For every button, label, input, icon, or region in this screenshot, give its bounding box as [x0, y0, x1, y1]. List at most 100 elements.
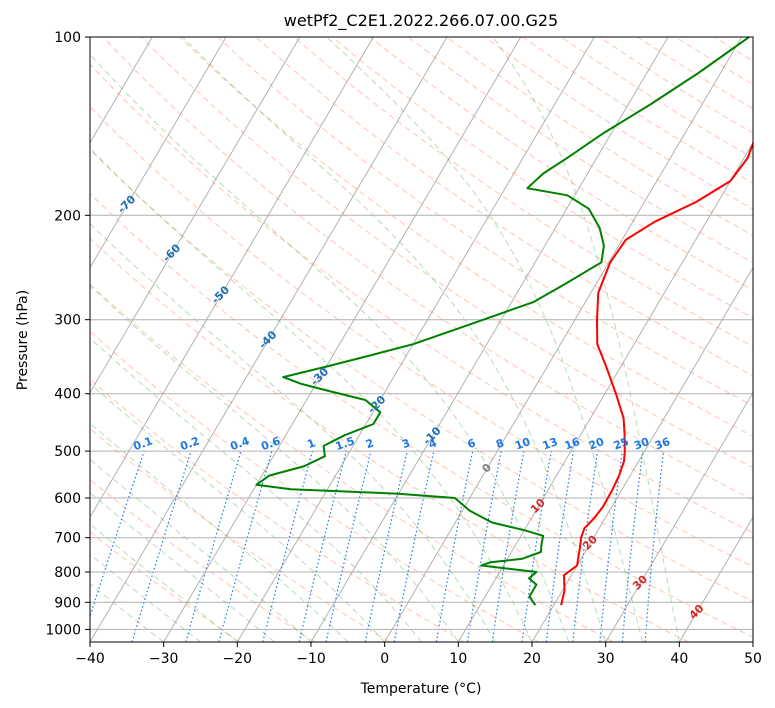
mixing-ratio-line [521, 450, 552, 642]
background-lines [0, 37, 753, 642]
mixing-ratio-label: 20 [587, 435, 606, 453]
isotherm [0, 37, 79, 642]
mixing-ratio-label: 3 [400, 436, 412, 451]
mixing-ratio-label: 36 [653, 435, 672, 453]
x-tick-label: 50 [744, 651, 762, 667]
mixing-ratio-label: 13 [541, 435, 560, 452]
chart-title: wetPf2_C2E1.2022.266.07.00.G25 [284, 11, 558, 31]
x-tick-label: −30 [149, 651, 179, 667]
moist-adiabat [492, 37, 680, 642]
mixing-ratio-line [185, 450, 242, 642]
isotherm [90, 37, 448, 642]
mixing-ratio-label: 1.5 [334, 434, 357, 453]
y-tick-label: 700 [54, 531, 81, 547]
x-axis: −40 −30 −20 −10 0 10 20 30 40 50 [75, 642, 762, 667]
pressure-gridlines [90, 37, 753, 630]
moist-adiabat [90, 422, 349, 642]
dry-adiabat [90, 330, 540, 642]
mixing-ratio-label: 0.6 [259, 434, 282, 453]
dry-adiabat [90, 478, 315, 642]
x-tick-label: −10 [296, 651, 326, 667]
isotherm [163, 37, 522, 642]
isotherm-label: -90 [23, 98, 46, 121]
dewpoint-profile-line [255, 37, 750, 606]
dry-adiabat [217, 37, 753, 407]
plot-background [90, 37, 753, 642]
plot-frame [89, 36, 754, 643]
isotherm [531, 266, 753, 642]
mixing-ratio-line [572, 451, 599, 642]
x-tick-label: −40 [75, 651, 105, 667]
mixing-ratio-line [599, 451, 623, 642]
x-tick-label: 30 [597, 651, 615, 667]
mixing-ratio-label: 8 [494, 436, 506, 451]
mixing-ratio-label: 10 [513, 435, 532, 453]
isotherm [457, 141, 753, 642]
mixing-ratio-line [298, 450, 347, 642]
dry-adiabat [90, 237, 689, 642]
x-axis-title: Temperature (°C) [360, 681, 482, 697]
mixing-ratio-line [262, 450, 314, 642]
moist-adiabat [90, 53, 570, 642]
isotherm [90, 37, 374, 519]
dry-adiabat [751, 37, 753, 39]
moist-adiabat [90, 382, 386, 642]
x-tick-label: 10 [449, 651, 467, 667]
x-tick-label: 40 [670, 651, 688, 667]
dry-adiabat [90, 105, 753, 568]
mixing-ratio-line [644, 451, 665, 642]
moist-adiabat [90, 147, 533, 642]
y-tick-label: 900 [54, 595, 81, 611]
y-tick-label: 1000 [45, 622, 81, 638]
y-tick-label: 200 [54, 208, 81, 224]
isotherm [0, 37, 5, 642]
x-tick-label: −20 [223, 651, 253, 667]
mixing-ratio-line [218, 450, 273, 642]
y-tick-label: 500 [54, 444, 81, 460]
mixing-ratio-label: 1 [305, 436, 317, 451]
mixing-ratio-line [621, 451, 644, 642]
isotherm [90, 37, 301, 394]
isotherm [605, 391, 753, 642]
y-axis-title: Pressure (hPa) [15, 290, 31, 390]
mixing-ratio-label: 6 [466, 436, 478, 451]
moist-adiabat [326, 37, 643, 642]
moist-adiabat [90, 337, 422, 642]
mixing-ratio-label: 4 [427, 436, 439, 451]
y-tick-label: 100 [54, 30, 81, 46]
y-axis: 100 200 300 400 500 600 700 800 900 1000 [45, 30, 90, 638]
moist-adiabat [90, 285, 459, 642]
mixing-ratio-line [325, 450, 372, 642]
isotherm [310, 37, 669, 642]
dry-adiabat [255, 37, 753, 377]
x-tick-label: 0 [380, 651, 389, 667]
dry-adiabat [90, 378, 465, 642]
mixing-ratio-label: 16 [563, 435, 582, 453]
isotherm [90, 37, 227, 269]
y-tick-label: 600 [54, 491, 81, 507]
mixing-ratio-label: 0.2 [179, 434, 202, 453]
mixing-ratio-label: 0.4 [228, 434, 251, 453]
moist-adiabat [90, 222, 496, 642]
isotherm-label: -80 [67, 149, 90, 172]
dry-adiabat [90, 148, 753, 602]
mixing-ratio-label: 2 [364, 436, 376, 451]
dry-adiabat [90, 428, 390, 642]
isotherm [90, 37, 153, 144]
y-tick-label: 400 [54, 387, 81, 403]
dry-adiabat [90, 63, 753, 534]
temperature-profile-line [560, 140, 753, 606]
y-tick-label: 800 [54, 565, 81, 581]
mixing-ratio-line [545, 451, 574, 642]
isotherm [752, 641, 753, 642]
isotherm [678, 516, 753, 642]
isotherm [236, 37, 595, 642]
dry-adiabat [90, 531, 241, 642]
dry-adiabat [179, 37, 753, 437]
dry-adiabat [90, 283, 614, 642]
moist-adiabat [182, 37, 607, 642]
profile-series [255, 37, 753, 606]
mixing-ratio-label: 30 [632, 435, 651, 453]
mixing-ratio-line [364, 450, 408, 642]
x-tick-label: 20 [523, 651, 541, 667]
